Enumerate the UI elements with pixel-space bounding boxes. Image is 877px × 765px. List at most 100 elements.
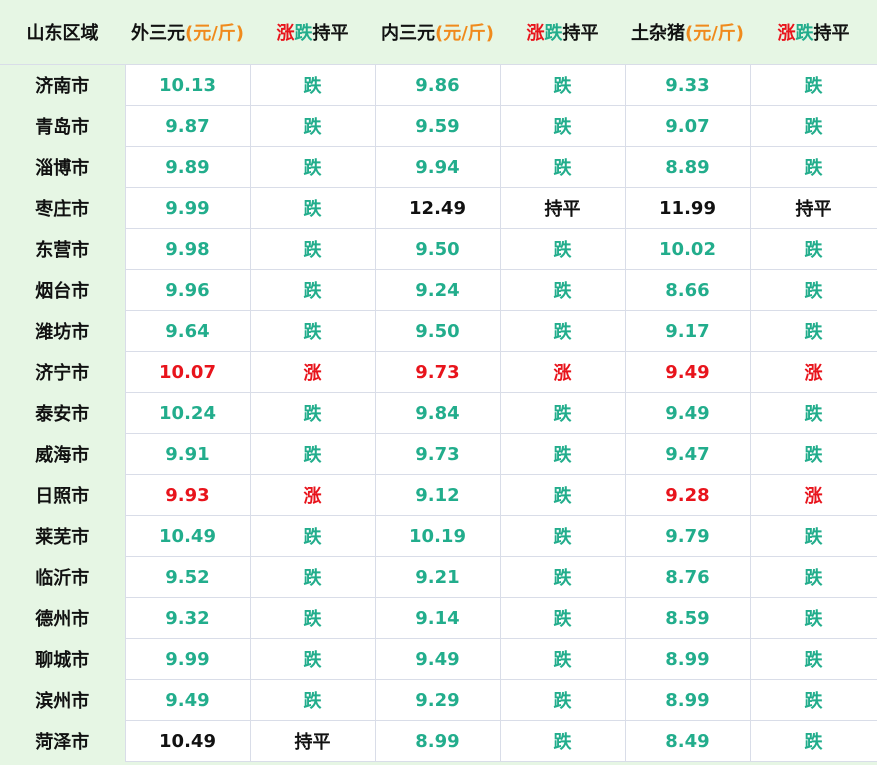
local-pig-price: 9.07 — [624, 105, 751, 147]
outer-ternary-trend: 跌 — [249, 310, 376, 352]
local-pig-price: 8.49 — [624, 720, 751, 762]
header-outer-ternary: 外三元(元/斤) — [125, 0, 250, 65]
header-row: 山东区域 外三元(元/斤) 涨跌持平 内三元(元/斤) 涨跌持平 土杂猪(元/斤… — [0, 0, 877, 65]
city-cell: 潍坊市 — [0, 310, 126, 352]
table-row: 莱芜市 10.49 跌 10.19 跌 9.79 跌 — [0, 515, 877, 557]
local-pig-trend: 跌 — [749, 679, 877, 721]
city-cell: 莱芜市 — [0, 515, 126, 557]
header-region: 山东区域 — [0, 0, 125, 65]
inner-ternary-trend: 跌 — [499, 720, 626, 762]
inner-ternary-trend: 持平 — [499, 187, 626, 229]
outer-ternary-price: 9.98 — [124, 228, 251, 270]
inner-ternary-price: 9.73 — [374, 351, 501, 393]
outer-ternary-trend: 跌 — [249, 679, 376, 721]
local-pig-price: 9.17 — [624, 310, 751, 352]
inner-ternary-trend: 跌 — [499, 228, 626, 270]
table-row: 滨州市 9.49 跌 9.29 跌 8.99 跌 — [0, 679, 877, 721]
table-row: 菏泽市 10.49 持平 8.99 跌 8.49 跌 — [0, 720, 877, 762]
header-trend-2: 涨跌持平 — [500, 0, 625, 65]
inner-ternary-trend: 跌 — [499, 433, 626, 475]
table-row: 临沂市 9.52 跌 9.21 跌 8.76 跌 — [0, 556, 877, 598]
header-trend-down: 跌 — [294, 23, 313, 44]
table-row: 泰安市 10.24 跌 9.84 跌 9.49 跌 — [0, 392, 877, 434]
local-pig-price: 9.49 — [624, 392, 751, 434]
city-cell: 青岛市 — [0, 105, 126, 147]
outer-ternary-price: 10.24 — [124, 392, 251, 434]
table-row: 济南市 10.13 跌 9.86 跌 9.33 跌 — [0, 64, 877, 106]
inner-ternary-price: 9.49 — [374, 638, 501, 680]
outer-ternary-trend: 跌 — [249, 64, 376, 106]
table-row: 东营市 9.98 跌 9.50 跌 10.02 跌 — [0, 228, 877, 270]
city-cell: 临沂市 — [0, 556, 126, 598]
local-pig-price: 8.59 — [624, 597, 751, 639]
outer-ternary-trend: 跌 — [249, 269, 376, 311]
outer-ternary-price: 9.32 — [124, 597, 251, 639]
header-trend-up: 涨 — [777, 23, 796, 44]
header-trend-1: 涨跌持平 — [250, 0, 375, 65]
inner-ternary-trend: 跌 — [499, 310, 626, 352]
outer-ternary-trend: 跌 — [249, 228, 376, 270]
local-pig-trend: 持平 — [749, 187, 877, 229]
inner-ternary-price: 9.14 — [374, 597, 501, 639]
inner-ternary-price: 9.50 — [374, 310, 501, 352]
header-outer-ternary-name: 外三元 — [130, 23, 185, 44]
local-pig-trend: 跌 — [749, 720, 877, 762]
outer-ternary-price: 10.07 — [124, 351, 251, 393]
inner-ternary-price: 8.99 — [374, 720, 501, 762]
local-pig-trend: 跌 — [749, 556, 877, 598]
local-pig-trend: 跌 — [749, 269, 877, 311]
table-row: 聊城市 9.99 跌 9.49 跌 8.99 跌 — [0, 638, 877, 680]
outer-ternary-trend: 跌 — [249, 105, 376, 147]
outer-ternary-trend: 跌 — [249, 597, 376, 639]
city-cell: 淄博市 — [0, 146, 126, 188]
inner-ternary-price: 9.21 — [374, 556, 501, 598]
outer-ternary-price: 9.64 — [124, 310, 251, 352]
city-cell: 日照市 — [0, 474, 126, 516]
city-cell: 枣庄市 — [0, 187, 126, 229]
local-pig-trend: 跌 — [749, 515, 877, 557]
inner-ternary-trend: 涨 — [499, 351, 626, 393]
inner-ternary-trend: 跌 — [499, 269, 626, 311]
table-row: 烟台市 9.96 跌 9.24 跌 8.66 跌 — [0, 269, 877, 311]
header-local-pig: 土杂猪(元/斤) — [625, 0, 750, 65]
outer-ternary-price: 9.99 — [124, 187, 251, 229]
local-pig-price: 9.33 — [624, 64, 751, 106]
local-pig-price: 8.89 — [624, 146, 751, 188]
outer-ternary-price: 9.52 — [124, 556, 251, 598]
outer-ternary-price: 9.96 — [124, 269, 251, 311]
inner-ternary-price: 9.73 — [374, 433, 501, 475]
inner-ternary-price: 10.19 — [374, 515, 501, 557]
header-trend-flat: 持平 — [562, 23, 599, 44]
local-pig-trend: 跌 — [749, 310, 877, 352]
outer-ternary-trend: 跌 — [249, 392, 376, 434]
table-row: 威海市 9.91 跌 9.73 跌 9.47 跌 — [0, 433, 877, 475]
outer-ternary-price: 9.99 — [124, 638, 251, 680]
table-row: 淄博市 9.89 跌 9.94 跌 8.89 跌 — [0, 146, 877, 188]
local-pig-price: 9.28 — [624, 474, 751, 516]
table-row: 枣庄市 9.99 跌 12.49 持平 11.99 持平 — [0, 187, 877, 229]
local-pig-trend: 跌 — [749, 228, 877, 270]
inner-ternary-price: 9.94 — [374, 146, 501, 188]
inner-ternary-trend: 跌 — [499, 105, 626, 147]
local-pig-trend: 跌 — [749, 105, 877, 147]
local-pig-trend: 涨 — [749, 474, 877, 516]
table-row: 青岛市 9.87 跌 9.59 跌 9.07 跌 — [0, 105, 877, 147]
table-row: 日照市 9.93 涨 9.12 跌 9.28 涨 — [0, 474, 877, 516]
city-cell: 济宁市 — [0, 351, 126, 393]
inner-ternary-trend: 跌 — [499, 474, 626, 516]
outer-ternary-trend: 跌 — [249, 187, 376, 229]
table-row: 德州市 9.32 跌 9.14 跌 8.59 跌 — [0, 597, 877, 639]
local-pig-price: 9.49 — [624, 351, 751, 393]
header-inner-ternary-unit: (元/斤) — [434, 23, 495, 44]
header-outer-ternary-unit: (元/斤) — [184, 23, 245, 44]
local-pig-price: 9.47 — [624, 433, 751, 475]
outer-ternary-price: 9.87 — [124, 105, 251, 147]
inner-ternary-trend: 跌 — [499, 146, 626, 188]
header-trend-up: 涨 — [526, 23, 545, 44]
inner-ternary-price: 9.59 — [374, 105, 501, 147]
city-cell: 威海市 — [0, 433, 126, 475]
table-row: 潍坊市 9.64 跌 9.50 跌 9.17 跌 — [0, 310, 877, 352]
local-pig-price: 9.79 — [624, 515, 751, 557]
